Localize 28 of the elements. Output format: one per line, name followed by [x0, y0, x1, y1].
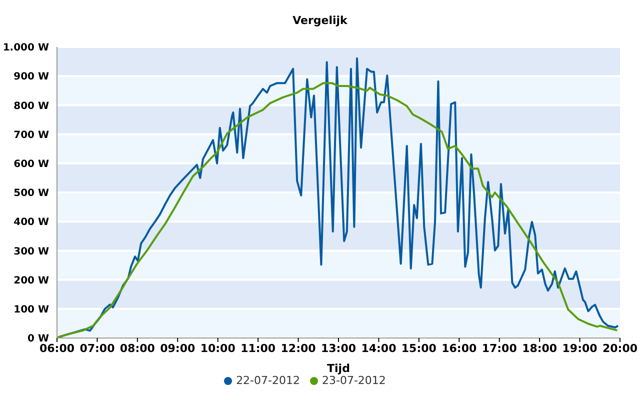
y-tick-label: 800 W [14, 100, 49, 112]
y-tick-label: 1.000 W [2, 42, 49, 54]
x-axis-title: Tijd [327, 362, 350, 375]
x-tick-label: 17:00 [482, 342, 518, 355]
y-tick-label: 600 W [14, 158, 49, 170]
chart-title: Vergelijk [292, 14, 348, 27]
x-tick-label: 08:00 [120, 342, 156, 355]
y-tick-label: 100 W [14, 304, 49, 316]
x-tick-label: 10:00 [200, 342, 236, 355]
legend-label: 23-07-2012 [322, 374, 386, 387]
x-tick-label: 07:00 [80, 342, 116, 355]
x-tick-label: 09:00 [160, 342, 196, 355]
x-tick-label: 11:00 [240, 342, 276, 355]
x-tick-label: 15:00 [401, 342, 437, 355]
y-tick-label: 200 W [14, 275, 49, 286]
y-tick-label: 700 W [14, 130, 49, 141]
x-tick-label: 12:00 [280, 342, 316, 355]
y-tick-label: 900 W [14, 72, 49, 83]
x-tick-label: 19:00 [562, 342, 598, 355]
x-tick-label: 14:00 [361, 342, 397, 355]
x-tick-label: 20:00 [602, 342, 638, 355]
x-tick-label: 16:00 [442, 342, 477, 355]
x-tick-label: 13:00 [320, 342, 356, 355]
y-tick-label: 400 W [14, 217, 49, 228]
y-tick-label: 300 W [14, 246, 49, 258]
legend-label: 22-07-2012 [236, 374, 300, 387]
x-tick-label: 18:00 [522, 342, 558, 355]
y-tick-label: 500 W [14, 188, 49, 200]
